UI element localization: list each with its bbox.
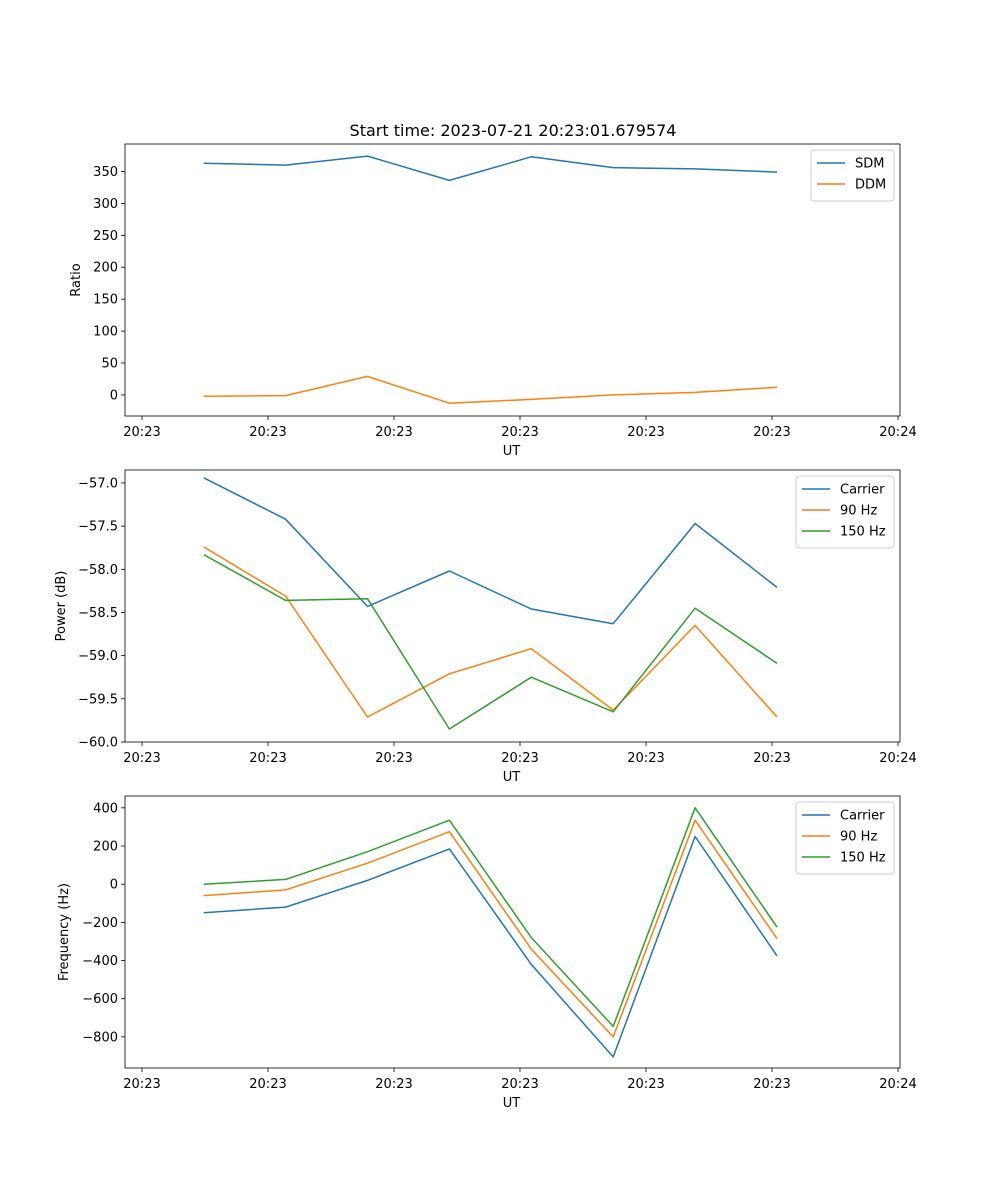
y-tick-label: −59.5 <box>78 692 118 707</box>
x-tick-label: 20:23 <box>123 751 160 766</box>
y-axis-label: Frequency (Hz) <box>57 883 72 981</box>
panel-power: 20:23 20:23 20:23 20:23 20:23 20:23 20:24 −60.0… <box>54 469 917 785</box>
y-tick-label: −400 <box>82 954 118 969</box>
series-line-carrier <box>203 835 778 1058</box>
x-axis-label: UT <box>503 1096 521 1111</box>
panel-ratio: 20:23 20:23 20:23 20:23 20:23 20:23 20:24 0 50 10… <box>69 143 917 459</box>
x-tick-label: 20:23 <box>375 751 412 766</box>
legend-label: Carrier <box>840 483 885 498</box>
y-tick-label: 150 <box>93 293 118 308</box>
x-tick-label: 20:24 <box>879 425 916 440</box>
legend-label: 90 Hz <box>840 830 877 845</box>
legend-label: 150 Hz <box>840 851 886 866</box>
series-line-90-hz <box>203 546 778 718</box>
y-tick-label: −200 <box>82 916 118 931</box>
axes-frame <box>124 143 901 417</box>
y-tick-label: −60.0 <box>78 736 118 751</box>
y-tick-label: 200 <box>93 840 118 855</box>
y-axis-label: Power (dB) <box>54 571 69 642</box>
legend-label: SDM <box>855 157 884 172</box>
legend: Carrier 90 Hz 150 Hz <box>795 801 895 875</box>
series-line-90-hz <box>203 819 778 1038</box>
series-line-150-hz <box>203 553 778 730</box>
y-tick-label: 350 <box>93 165 118 180</box>
legend-box <box>795 475 895 549</box>
y-tick-label: −59.0 <box>78 649 118 664</box>
series-line-sdm <box>203 155 778 182</box>
legend-box <box>795 801 895 875</box>
y-tick-label: −58.0 <box>78 563 118 578</box>
y-tick-label: −800 <box>82 1030 118 1045</box>
legend-label: 90 Hz <box>840 504 877 519</box>
y-tick-label: −57.0 <box>78 476 118 491</box>
x-tick-label: 20:23 <box>753 425 790 440</box>
x-tick-label: 20:23 <box>753 1077 790 1092</box>
x-tick-label: 20:23 <box>627 425 664 440</box>
y-tick-label: 100 <box>93 325 118 340</box>
x-tick-label: 20:23 <box>627 1077 664 1092</box>
series-line-ddm <box>203 375 778 404</box>
x-tick-label: 20:23 <box>123 1077 160 1092</box>
series-line-150-hz <box>203 807 778 1028</box>
x-tick-label: 20:24 <box>879 1077 916 1092</box>
x-tick-label: 20:23 <box>249 1077 286 1092</box>
y-tick-label: −57.5 <box>78 520 118 535</box>
x-tick-label: 20:23 <box>501 1077 538 1092</box>
legend: Carrier 90 Hz 150 Hz <box>795 475 895 549</box>
panel-frequency: 20:23 20:23 20:23 20:23 20:23 20:23 20:24 −800 −… <box>57 795 917 1111</box>
x-tick-label: 20:23 <box>375 1077 412 1092</box>
x-axis-label: UT <box>503 770 521 785</box>
x-tick-label: 20:23 <box>375 425 412 440</box>
y-tick-label: 0 <box>110 388 118 403</box>
axes-frame <box>124 795 901 1069</box>
y-tick-label: 200 <box>93 261 118 276</box>
legend-label: DDM <box>855 178 886 193</box>
x-tick-label: 20:23 <box>501 751 538 766</box>
x-tick-label: 20:24 <box>879 751 916 766</box>
legend: SDM DDM <box>810 149 895 202</box>
y-tick-label: 50 <box>101 357 118 372</box>
legend-label: 150 Hz <box>840 525 886 540</box>
y-tick-label: −58.5 <box>78 606 118 621</box>
x-tick-label: 20:23 <box>249 751 286 766</box>
series-line-carrier <box>203 477 778 625</box>
x-tick-label: 20:23 <box>501 425 538 440</box>
y-tick-label: 400 <box>93 801 118 816</box>
legend-label: Carrier <box>840 809 885 824</box>
y-tick-label: 300 <box>93 197 118 212</box>
axes-frame <box>124 469 901 743</box>
y-tick-label: 250 <box>93 229 118 244</box>
y-tick-label: −600 <box>82 992 118 1007</box>
x-tick-label: 20:23 <box>627 751 664 766</box>
x-tick-label: 20:23 <box>753 751 790 766</box>
y-tick-label: 0 <box>110 878 118 893</box>
x-axis-label: UT <box>503 444 521 459</box>
x-tick-label: 20:23 <box>123 425 160 440</box>
chart-title: Start time: 2023-07-21 20:23:01.679574 <box>350 121 677 140</box>
x-tick-label: 20:23 <box>249 425 286 440</box>
y-axis-label: Ratio <box>69 263 84 296</box>
